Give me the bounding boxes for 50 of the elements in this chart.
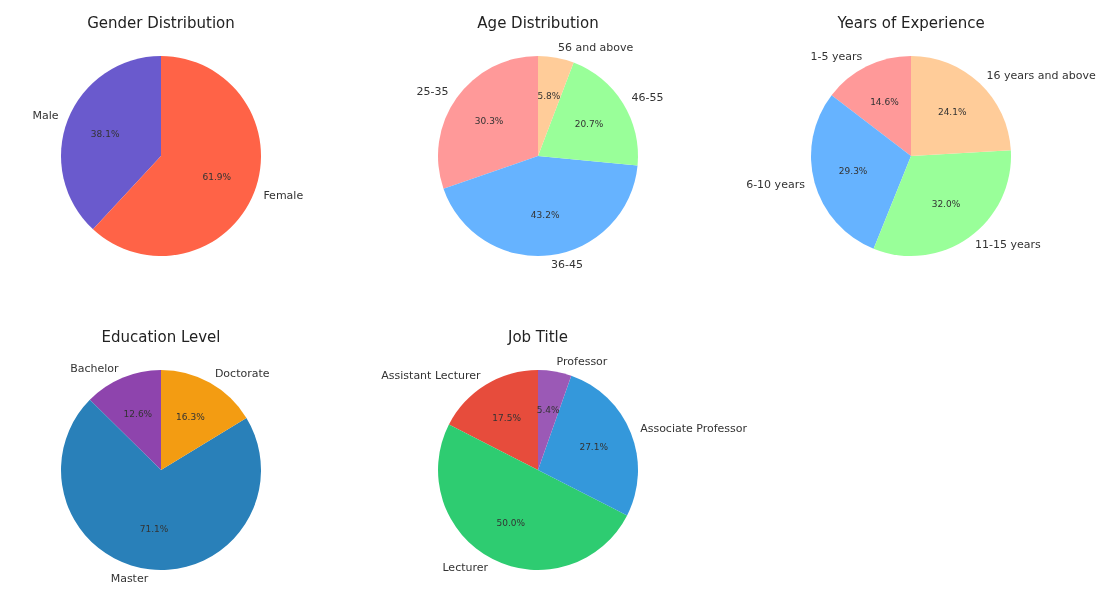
slice-label: 56 and above (557, 40, 634, 54)
pie-slice (89, 370, 161, 470)
pie-slice (61, 399, 261, 570)
slice-label: Master (110, 572, 149, 586)
data-label: 43.2% (530, 210, 560, 221)
data-label: 27.1% (579, 442, 609, 453)
slice-label: Bachelor (70, 361, 120, 375)
slice-label: Female (263, 189, 304, 203)
data-label: 30.3% (474, 115, 504, 126)
data-label: 38.1% (90, 128, 120, 139)
pie-slice (438, 424, 628, 570)
data-label: 61.9% (202, 172, 232, 183)
chart-title: Education Level (101, 328, 221, 346)
data-label: 16.3% (176, 412, 206, 423)
data-label: 32.0% (931, 199, 961, 210)
pie-slice (61, 56, 161, 230)
slice-label: Lecturer (442, 561, 489, 575)
slice-label: 46-55 (631, 90, 664, 104)
data-label: 29.3% (838, 166, 868, 177)
slice-label: 6-10 years (746, 178, 806, 192)
pie-slice (873, 150, 1011, 256)
chart-title: Years of Experience (836, 14, 985, 32)
pie-slice (538, 56, 574, 156)
pie-slice (538, 375, 638, 516)
slice-label: 25-35 (416, 85, 449, 99)
data-label: 20.7% (574, 118, 604, 129)
pie-slice (538, 370, 572, 470)
slice-label: Doctorate (214, 367, 270, 381)
slice-label: 16 years and above (986, 69, 1096, 83)
data-label: 24.1% (937, 106, 967, 117)
pie-slice (811, 95, 911, 249)
chart-title: Age Distribution (477, 14, 599, 32)
slice-label: 36-45 (551, 258, 584, 272)
data-label: 17.5% (492, 413, 522, 424)
slice-label: Professor (556, 354, 608, 368)
pie-slice (831, 56, 911, 156)
data-label: 14.6% (870, 96, 900, 107)
slice-label: Assistant Lecturer (381, 369, 481, 383)
data-label: 12.6% (123, 409, 153, 420)
slice-label: Male (32, 108, 59, 122)
data-label: 50.0% (496, 517, 526, 528)
data-label: 5.8% (537, 91, 561, 102)
slice-label: 11-15 years (975, 238, 1042, 252)
chart-title: Gender Distribution (87, 14, 235, 32)
chart-title: Job Title (506, 328, 569, 346)
slice-label: Associate Professor (640, 422, 748, 436)
data-label: 71.1% (139, 524, 169, 535)
pie-slice (443, 156, 638, 256)
slice-label: 1-5 years (810, 50, 863, 64)
pie-slice (93, 56, 261, 256)
